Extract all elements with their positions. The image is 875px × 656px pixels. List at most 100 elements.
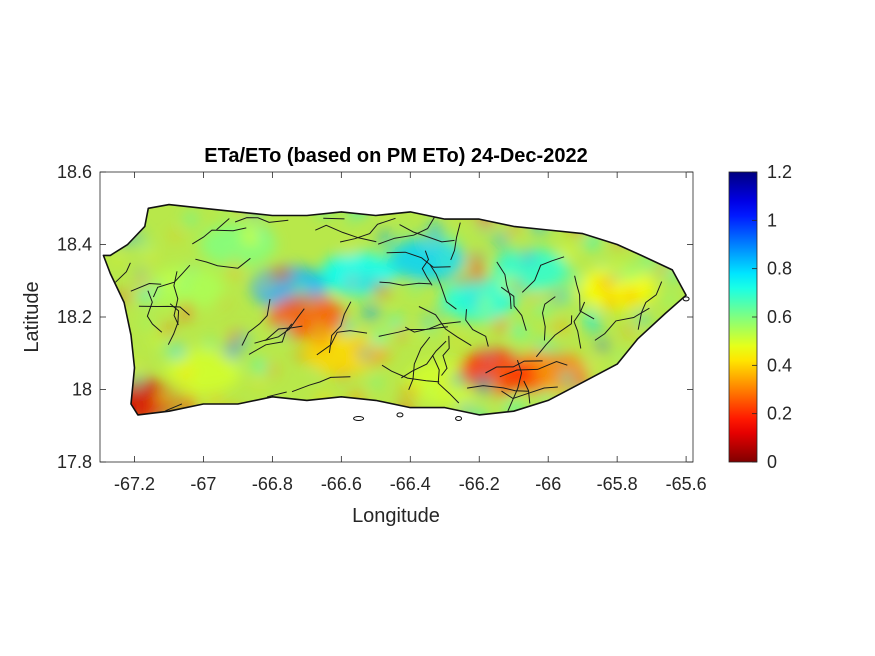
x-tick-label: -67	[190, 474, 216, 494]
heat-speckle	[343, 245, 356, 258]
heat-speckle	[359, 348, 372, 361]
x-tick-label: -66.4	[390, 474, 431, 494]
municipality-boundary	[499, 360, 568, 378]
municipality-boundary	[378, 326, 448, 337]
heat-speckle	[362, 303, 380, 322]
municipality-boundary	[507, 359, 523, 412]
offshore-island	[396, 412, 404, 418]
municipality-boundary	[248, 323, 293, 355]
y-tick-label: 18	[72, 380, 92, 400]
municipality-boundary	[541, 296, 556, 341]
heat-speckle	[138, 364, 146, 372]
heat-speckle	[189, 265, 197, 273]
heat-speckle	[398, 226, 407, 234]
heat-speckle	[168, 343, 186, 360]
heat-speckle	[552, 319, 568, 335]
heat-speckle	[371, 332, 386, 347]
heat-speckle	[204, 338, 216, 350]
heat-speckle	[473, 408, 487, 415]
municipality-boundary	[408, 336, 431, 390]
municipality-boundary	[165, 403, 183, 412]
heat-speckle	[505, 371, 513, 379]
municipality-boundary	[266, 391, 287, 398]
municipality-boundary	[429, 263, 457, 310]
colorbar-tick-label: 0.2	[767, 404, 792, 424]
heat-speckle	[228, 265, 241, 278]
plot-area: -67.2 -67 -66.8 -66.6 -66.4 -66.2 -66 -65.8 -65.…	[57, 162, 707, 494]
municipality-boundary	[152, 264, 191, 298]
heat-speckle	[150, 334, 163, 347]
heat-speckle	[518, 351, 529, 362]
municipality-boundary	[637, 281, 663, 330]
heat-speckle	[662, 291, 679, 308]
municipality-boundary	[399, 224, 455, 243]
y-axis-label: Latitude	[21, 281, 43, 352]
colorbar-tick-label: 0	[767, 452, 777, 472]
heat-speckle	[409, 283, 422, 296]
heat-speckle	[388, 314, 404, 330]
y-tick-label: 18.4	[57, 235, 92, 255]
municipality-boundary	[192, 227, 247, 245]
municipality-boundary	[450, 222, 461, 261]
heat-speckle	[451, 372, 467, 388]
heat-speckle	[395, 328, 408, 341]
municipality-boundary	[432, 354, 460, 404]
municipality-boundary	[195, 257, 251, 269]
heat-speckle	[424, 386, 434, 396]
heat-speckle	[477, 299, 492, 314]
heat-speckle	[170, 230, 180, 241]
municipality-boundary	[573, 301, 586, 349]
heat-speckle	[499, 251, 510, 263]
heat-speckle	[312, 324, 325, 336]
offshore-island	[682, 296, 690, 302]
heat-speckle	[443, 233, 460, 251]
heat-speckle	[163, 324, 174, 334]
municipality-boundary	[485, 360, 543, 374]
municipality-boundary	[328, 301, 352, 353]
heat-speckle	[358, 274, 377, 292]
heat-speckle	[461, 285, 477, 301]
municipality-boundary	[441, 335, 450, 376]
heat-speckle	[251, 357, 267, 373]
municipality-boundary	[381, 364, 440, 383]
municipality-boundary	[401, 340, 447, 379]
x-axis-label: Longitude	[352, 505, 440, 527]
municipality-boundary	[465, 309, 489, 347]
heat-speckle	[194, 343, 204, 353]
heat-speckle	[378, 230, 392, 245]
heat-speckle	[295, 350, 307, 361]
heat-speckle	[340, 280, 352, 291]
heat-speckle	[520, 255, 528, 263]
heat-speckle	[622, 326, 634, 338]
heat-speckle	[338, 371, 348, 381]
y-tick-label: 18.2	[57, 307, 92, 327]
heat-speckle	[525, 376, 543, 394]
heat-speckle	[584, 363, 592, 370]
municipality-boundary	[146, 290, 163, 333]
municipality-boundary	[241, 299, 271, 346]
heat-speckle	[142, 247, 157, 262]
heat-speckle	[164, 274, 176, 287]
heat-speckle	[602, 266, 612, 275]
heat-speckle	[347, 217, 354, 225]
heat-speckle	[486, 319, 498, 331]
heat-speckle	[596, 339, 609, 352]
colorbar-tick-label: 1.2	[767, 162, 792, 182]
heat-speckle	[624, 291, 636, 303]
heat-speckle	[192, 389, 199, 397]
chart-title: ETa/ETo (based on PM ETo) 24-Dec-2022	[204, 145, 587, 167]
municipality-boundary	[594, 307, 650, 341]
heat-speckle	[136, 287, 153, 304]
heat-speckle	[142, 402, 156, 415]
municipality-boundary	[130, 282, 162, 292]
x-tick-label: -66	[535, 474, 561, 494]
municipality-boundary	[264, 308, 305, 341]
heat-speckle	[346, 351, 358, 363]
heat-speckle	[479, 291, 486, 299]
heat-speckle	[605, 296, 616, 307]
heat-speckle	[181, 393, 195, 406]
heat-speckle	[311, 370, 319, 378]
heat-speckle	[303, 273, 318, 288]
heat-speckle	[140, 315, 155, 329]
